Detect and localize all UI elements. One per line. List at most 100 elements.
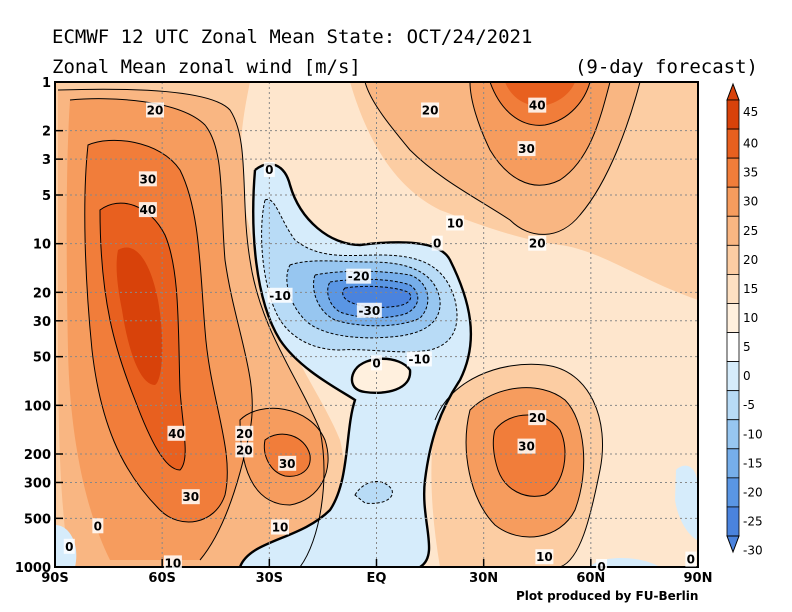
colorbar-swatch [726, 157, 740, 188]
y-tick-label: 30 [33, 315, 51, 330]
colorbar-tick-label: 0 [743, 369, 751, 383]
y-tick-label: 3 [42, 153, 51, 168]
filled-contours [55, 82, 698, 567]
x-tick-label: EQ [367, 571, 387, 586]
contour-label: 30 [518, 142, 535, 156]
contour-label-bg [263, 161, 275, 177]
contour-label-bg [528, 410, 547, 426]
nh-surface-neg [590, 558, 660, 567]
x-tick-label: 90N [684, 571, 713, 586]
contour-label-bg [535, 549, 554, 565]
y-tick-label: 20 [33, 286, 51, 301]
colorbar-tick-label: 40 [743, 137, 758, 151]
x-tick-label: 60N [576, 571, 605, 586]
contour-label: 40 [529, 99, 546, 113]
contour-label: -30 [359, 304, 381, 318]
contour-label: 20 [529, 411, 546, 425]
nh-upper-45 [505, 82, 575, 106]
contour-label: 20 [236, 443, 253, 457]
colorbar-swatch [726, 99, 740, 130]
contour-label-bg [346, 268, 372, 284]
contour-label-bg [685, 551, 697, 567]
contour-label-bg [167, 425, 186, 441]
contour-label: 30 [140, 172, 157, 186]
colorbar-tick-label: -30 [743, 544, 763, 558]
sh-jet-45 [116, 247, 163, 385]
contour-label: 10 [272, 521, 289, 535]
tropic-neg-low [355, 481, 393, 504]
colorbar-swatch [726, 448, 740, 479]
colorbar-swatch [726, 215, 740, 246]
contour-label-bg [371, 355, 382, 371]
contour-label-bg [528, 235, 547, 251]
sh-subtrop-30 [264, 434, 311, 477]
contour-label-bg [138, 171, 157, 187]
contour-label: 0 [372, 356, 380, 370]
contour-label-bg [235, 442, 254, 458]
contour-label-bg [278, 455, 297, 471]
contour-label-bg [146, 102, 165, 118]
nh-polar-neg [675, 465, 697, 540]
contour-label: 0 [687, 553, 695, 567]
y-tick-label: 10 [33, 238, 51, 253]
colorbar-tick-label: -5 [743, 398, 755, 412]
x-tick-label: 30S [256, 571, 283, 586]
contour-label-bg [163, 555, 182, 571]
contour-label: -20 [348, 270, 370, 284]
colorbar-tick-label: 35 [743, 166, 758, 180]
contour-label: 10 [536, 550, 553, 564]
y-tick-label: 500 [24, 512, 51, 527]
colorbar-tick-label: 25 [743, 224, 758, 238]
contour-labels: 20 30 40 40 30 0 0 10 20 20 30 10 0 -10 -20 -30 0 -10 0 10 2… [63, 97, 697, 574]
contour-label: 20 [529, 237, 546, 251]
contour-label: 20 [422, 103, 439, 117]
contour-label-bg [271, 519, 290, 535]
y-tick-label: 50 [33, 351, 51, 366]
colorbar-arrow-top [726, 82, 740, 101]
contour-label-bg [446, 215, 465, 231]
x-tick-label: 30N [469, 571, 498, 586]
contour-label-bg [267, 287, 293, 303]
y-tick-label: 2 [42, 125, 51, 140]
contour-label: 20 [147, 103, 164, 117]
credit-text: Plot produced by FU-Berlin [516, 589, 699, 603]
contour-label-bg [596, 559, 608, 574]
colorbar-swatch [726, 477, 740, 508]
colorbar-tick-label: -10 [743, 427, 763, 441]
contour-label-bg [517, 141, 536, 157]
contour-label: 0 [433, 237, 441, 251]
contour-label: 10 [447, 216, 464, 230]
contour-label-bg [421, 102, 440, 118]
colorbar-swatch [726, 419, 740, 450]
colorbar-tick-label: -25 [743, 514, 763, 528]
colorbar-swatch [726, 273, 740, 304]
chart-subtitle: Zonal Mean zonal wind [m/s] [52, 56, 361, 78]
contour-label-bg [63, 538, 75, 554]
colorbar-swatch [726, 506, 740, 537]
contour-label-bg [517, 438, 536, 454]
negative-contours [261, 198, 458, 504]
colorbar-swatch [726, 303, 740, 333]
x-tick-label: 90S [41, 571, 68, 586]
contour-label-bg [235, 425, 254, 441]
colorbar-tick-label: -20 [743, 485, 763, 499]
colorbar-swatch [726, 361, 740, 392]
forecast-label: (9-day forecast) [574, 56, 758, 78]
contour-label: 40 [168, 427, 185, 441]
contour-label: -10 [269, 289, 291, 303]
colorbar-tick-label: 15 [743, 282, 758, 296]
contour-label: 30 [518, 440, 535, 454]
colorbar-tick-label: 20 [743, 253, 758, 267]
contour-label: 10 [165, 556, 182, 570]
colorbar-swatch [726, 332, 740, 362]
y-tick-label: 200 [24, 448, 51, 463]
contour-label-bg [356, 302, 382, 318]
tropic-neg-30 [342, 286, 411, 308]
colorbar-swatch [726, 390, 740, 421]
chart-title: ECMWF 12 UTC Zonal Mean State: OCT/24/20… [52, 26, 533, 48]
contour-label-bg [431, 235, 443, 251]
contour-label: 0 [94, 519, 102, 533]
x-axis: 90S 60S 30S EQ 30N 60N 90N [41, 559, 712, 586]
